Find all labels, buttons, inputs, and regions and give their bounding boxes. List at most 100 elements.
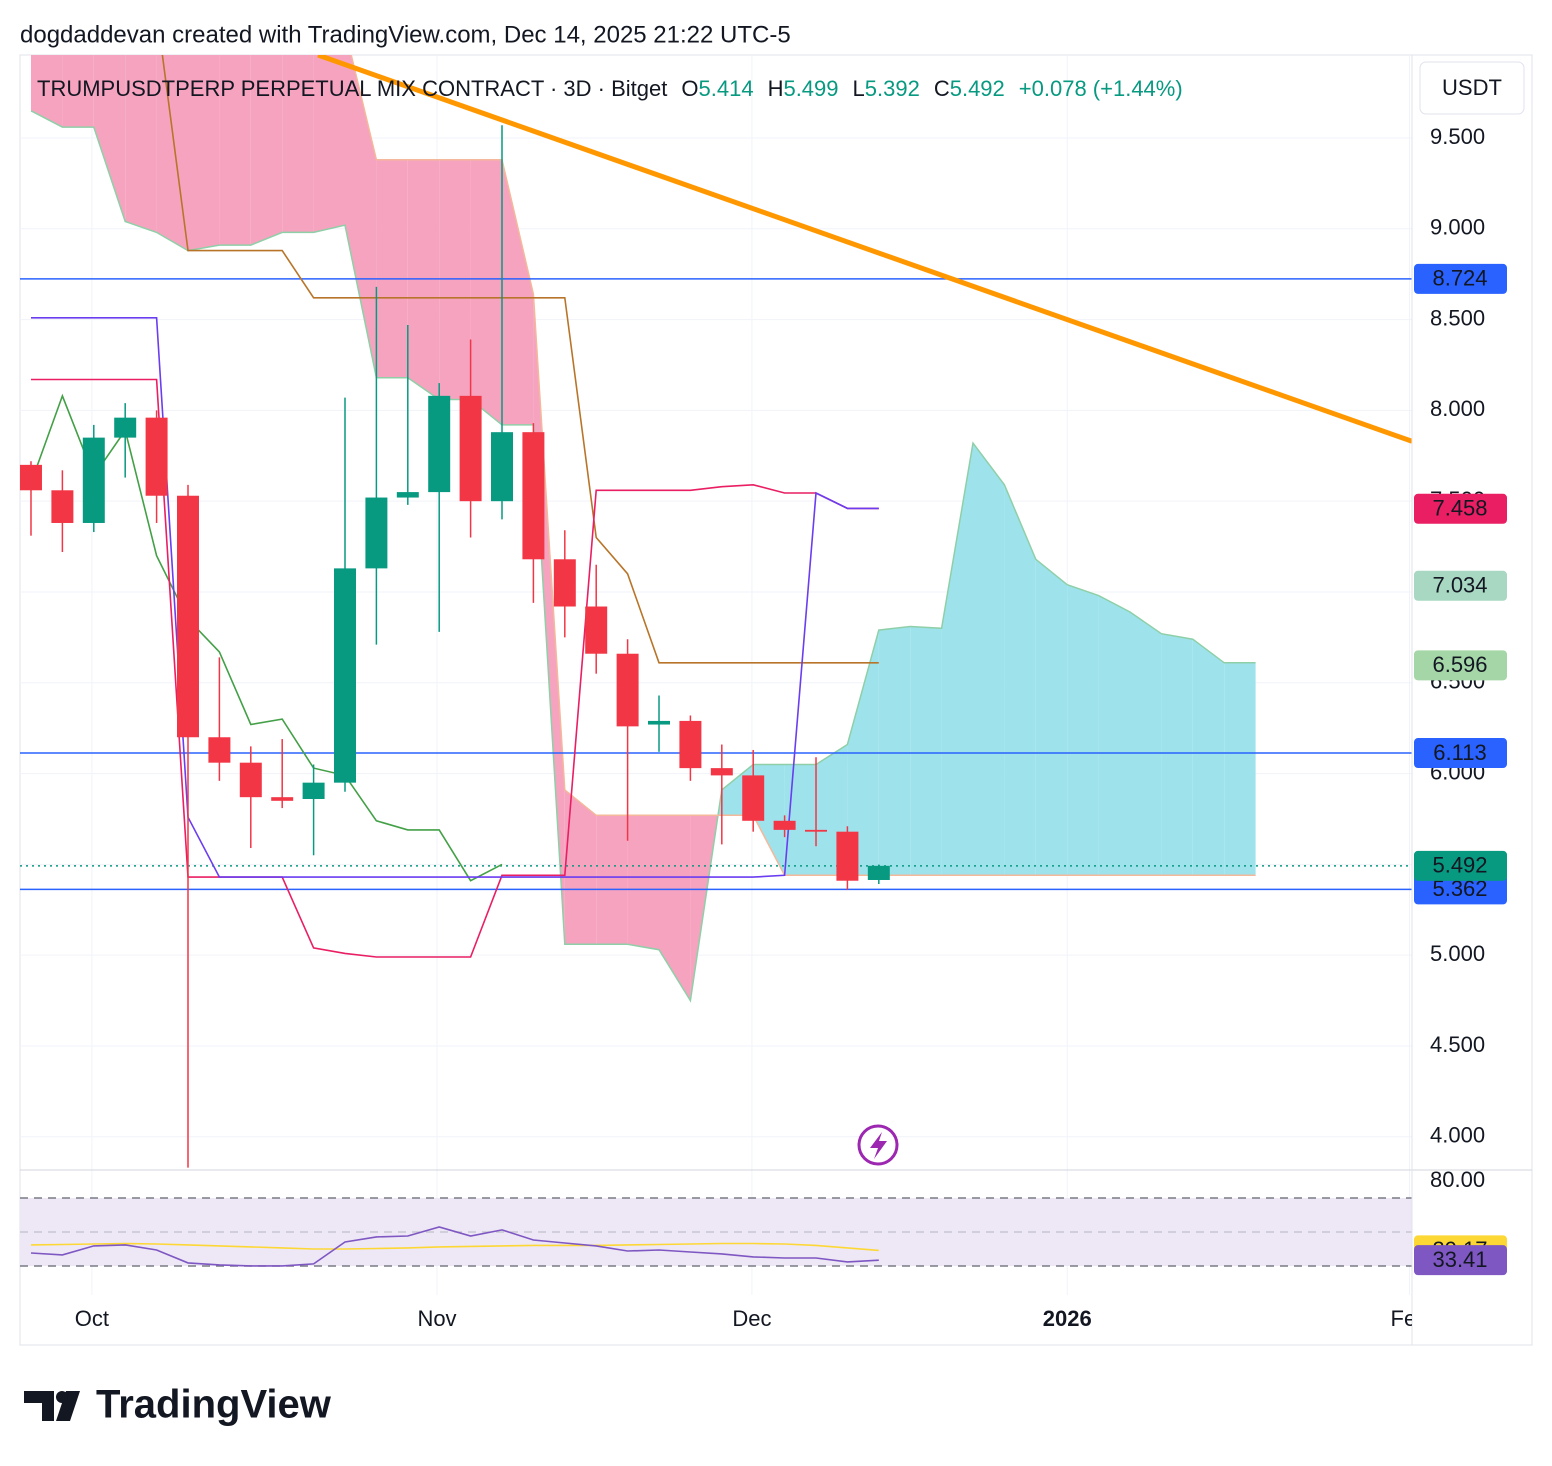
legend-text: O bbox=[681, 76, 698, 101]
price-label: 8.724 bbox=[1432, 266, 1487, 291]
legend-text: +0.078 (+1.44%) bbox=[1019, 76, 1183, 101]
cloud-fill bbox=[313, 55, 345, 233]
price-label-bg bbox=[1414, 738, 1507, 769]
currency[interactable]: USDT bbox=[1442, 75, 1502, 100]
candle-body bbox=[396, 492, 419, 498]
cloud-lead-a bbox=[30, 110, 1256, 1003]
legend-text: C bbox=[934, 76, 950, 101]
indicator-line bbox=[31, 378, 879, 958]
cloud-fill bbox=[1067, 584, 1099, 876]
x-tick-label: 2026 bbox=[1043, 1306, 1092, 1331]
indicator-line bbox=[30, 393, 503, 882]
x-tick-label: Oct bbox=[75, 1306, 109, 1331]
candle-body bbox=[20, 464, 42, 491]
cloud-fill bbox=[219, 55, 251, 246]
cloud-fill bbox=[93, 55, 126, 222]
candle-body bbox=[459, 395, 482, 502]
cloud-fill bbox=[596, 815, 628, 945]
cloud-lead-b bbox=[350, 55, 1256, 877]
cloud-fill bbox=[1192, 639, 1225, 876]
cloud-fill bbox=[1161, 633, 1193, 876]
cloud-fill bbox=[659, 815, 691, 1001]
lightning-icon[interactable] bbox=[857, 1124, 899, 1166]
y-tick-label: 8.500 bbox=[1430, 305, 1485, 330]
price-label: 5.492 bbox=[1432, 853, 1487, 878]
candle-body bbox=[114, 417, 137, 438]
y-tick-label: 9.000 bbox=[1430, 215, 1485, 240]
header: dogdaddevan created with TradingView.com… bbox=[20, 21, 791, 48]
cloud-fill bbox=[156, 55, 188, 251]
y-tick-label: 9.500 bbox=[1430, 124, 1485, 149]
candle-body bbox=[585, 606, 608, 654]
price-label-bg bbox=[1414, 874, 1507, 905]
indicator-line bbox=[31, 317, 879, 878]
cloud-fill bbox=[941, 443, 973, 876]
price-axis: 4.0004.5005.0005.5006.0006.5007.0007.500… bbox=[1414, 124, 1507, 1276]
frame bbox=[19, 54, 1533, 1346]
time-axis: Oct Nov Dec 2026 Feb bbox=[75, 1306, 1429, 1331]
cloud-fill bbox=[125, 55, 157, 233]
price-label: 7.458 bbox=[1432, 496, 1487, 521]
candle-body bbox=[491, 432, 513, 502]
y-tick-label: 4.000 bbox=[1430, 1123, 1485, 1148]
candle-body bbox=[710, 768, 733, 776]
cloud-fill bbox=[1004, 484, 1036, 876]
logo-text: TradingView bbox=[96, 1383, 332, 1427]
cloud-fill bbox=[62, 55, 94, 128]
y-tick-label: 5.000 bbox=[1430, 941, 1485, 966]
candle-body bbox=[805, 829, 828, 832]
cloud-fill bbox=[31, 55, 63, 128]
price-label: 6.113 bbox=[1433, 740, 1486, 765]
candle-body bbox=[82, 437, 105, 523]
legend-text: TRUMPUSDTPERP PERPETUAL MIX CONTRACT · 3… bbox=[37, 76, 667, 101]
candle-body bbox=[428, 395, 451, 493]
candle-body bbox=[271, 797, 294, 801]
price-label-bg bbox=[1414, 570, 1507, 601]
candle-body bbox=[867, 865, 890, 880]
logo: TradingView bbox=[24, 1383, 332, 1427]
cloud-fill bbox=[1224, 662, 1256, 876]
candle-body bbox=[742, 775, 765, 821]
cloud-fill bbox=[1035, 559, 1068, 876]
legend-text: 5.392 bbox=[865, 76, 920, 101]
candle-body bbox=[679, 720, 702, 769]
candle-body bbox=[365, 497, 388, 569]
y-tick-label: 8.000 bbox=[1430, 396, 1485, 421]
cloud-fill bbox=[1130, 612, 1162, 876]
legend-text: 5.492 bbox=[950, 76, 1005, 101]
indicator-tick-label: 80.00 bbox=[1430, 1167, 1485, 1192]
price-label-bg bbox=[1414, 493, 1507, 524]
cloud-fill bbox=[973, 443, 1005, 876]
x-tick-label: Dec bbox=[732, 1306, 771, 1331]
logo-dot bbox=[56, 1391, 68, 1403]
candle-body bbox=[648, 720, 670, 725]
cloud-fill bbox=[627, 815, 659, 950]
candle-body bbox=[208, 737, 231, 763]
cloud-fill bbox=[784, 764, 816, 876]
candle-body bbox=[51, 490, 74, 523]
y-tick-label: 4.500 bbox=[1430, 1032, 1485, 1057]
candle-body bbox=[145, 417, 168, 496]
currency-box[interactable] bbox=[1419, 61, 1525, 115]
candle-body bbox=[302, 782, 325, 799]
trendline bbox=[317, 55, 1412, 444]
x-tick-label: Feb bbox=[1391, 1306, 1429, 1331]
legend-text: L bbox=[853, 76, 865, 101]
candle-body bbox=[836, 831, 859, 881]
cloud-fill bbox=[376, 159, 408, 378]
price-label: 33.41 bbox=[1432, 1247, 1487, 1272]
price-pane bbox=[20, 55, 1412, 1168]
cloud-fill bbox=[188, 55, 220, 251]
indicator-pane bbox=[20, 1197, 1412, 1267]
symbol-legend: TRUMPUSDTPERP PERPETUAL MIX CONTRACT · 3… bbox=[37, 76, 1183, 101]
candle-body bbox=[239, 762, 262, 798]
candle-body bbox=[522, 432, 545, 560]
cloud-fill bbox=[1098, 595, 1130, 876]
legend-text: 5.499 bbox=[783, 76, 838, 101]
cloud-fill bbox=[250, 55, 283, 246]
indicator-line bbox=[161, 55, 879, 664]
cloud-fill bbox=[282, 55, 314, 233]
price-label-bg bbox=[1414, 850, 1507, 881]
cloud-fill bbox=[564, 789, 597, 945]
